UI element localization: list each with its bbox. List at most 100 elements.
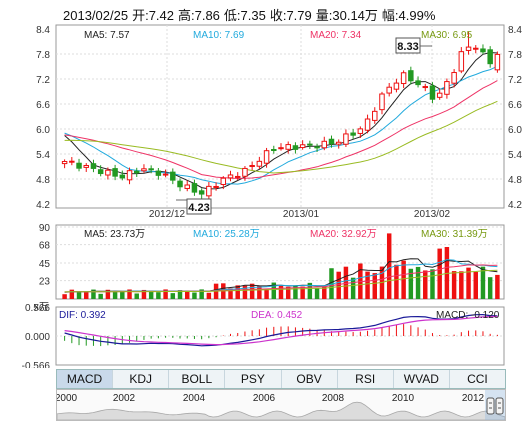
low-marker-box [186,198,212,215]
legend-ma5: MA5: 7.57 [84,30,130,41]
volume-bar [271,282,277,299]
volume-bar [343,266,349,299]
volume-bar [76,291,82,299]
tab-rsi[interactable]: RSI [338,370,394,388]
candle-body [292,145,299,150]
macd-tick: -0.566 [22,361,51,368]
volume-bar [473,271,478,299]
candle-body [400,72,407,85]
candle-body [97,169,104,175]
candle-body [119,174,126,179]
tab-cci[interactable]: CCI [467,372,488,386]
tab-kdj[interactable]: KDJ [113,370,170,388]
volume-bar [206,292,212,299]
volume-bar [300,286,305,299]
quote-high: 高:7.86 [178,8,220,23]
year-2010: 2010 [392,393,415,404]
volume-bar [437,248,442,299]
year-2008: 2008 [322,393,345,404]
quote-date: 2013/02/25 [63,8,129,23]
candle-body [61,161,68,165]
vol-legend-ma5: MA5: 23.73万 [84,229,145,240]
candle-body [220,177,227,185]
timeline-handle-right-grip[interactable] [495,397,504,415]
price-legend: MA5: 7.57 MA10: 7.69 MA20: 7.34 MA30: 6.… [84,30,473,41]
low-marker: 4.23 [176,198,212,215]
volume-bar [401,260,406,299]
candle-body [141,168,147,172]
year-2012: 2012 [462,393,485,404]
volume-bars [62,233,500,299]
volume-bar [350,277,356,299]
volume-tick: 90 [39,223,51,234]
candle-body [465,46,472,51]
tab-macd[interactable]: MACD [57,370,114,388]
volume-bar [91,289,96,299]
price-panel-frame [55,24,505,209]
vol-legend-ma30: MA30: 31.39万 [421,229,488,240]
volume-bar [134,293,139,299]
candle-body [314,146,320,149]
volume-bar [69,289,75,299]
volume-bar [112,290,118,299]
candle-body [444,81,450,95]
candle-body [256,160,263,167]
price-tick-right: 5.4 [508,150,522,161]
legend-ma10: MA10: 7.69 [193,30,245,41]
chart-canvas[interactable]: 4.2 4.8 5.4 6.0 6.6 7.2 7.8 8.4 4.2 4.8 5.4 6.0 6.6… [0,0,527,368]
candle-body [112,168,118,177]
volume-bar [148,290,154,299]
candle-body [271,149,277,152]
macd-lines [64,313,498,347]
candle-body [213,185,219,188]
candle-body [249,165,255,168]
volume-bar [105,289,111,299]
volume-bar [257,285,262,299]
volume-bar [163,289,168,299]
timeline-canvas: 2000 2002 2004 2006 2008 2010 2012 [57,390,505,420]
volume-bar [372,273,378,299]
volume-bar [480,266,486,299]
year-2002: 2002 [113,393,136,404]
volume-bar [62,294,67,299]
price-ma20-line [64,80,498,180]
timeline-handle-left[interactable] [486,397,495,415]
macd-legend-dea: DEA: 0.452 [251,310,303,321]
volume-legend: MA5: 23.73万 MA10: 25.28万 MA20: 32.92万 MA… [84,229,488,240]
price-grid [56,53,504,180]
high-marker: 8.33 [395,37,432,54]
volume-bar [120,291,125,299]
candle-body [278,147,284,150]
tab-boll[interactable]: BOLL [169,370,226,388]
price-tick-right: 6.0 [508,125,522,136]
candle-body [487,49,493,65]
volume-bar [430,269,435,299]
tab-obv[interactable]: OBV [282,370,338,388]
high-marker-label: 8.33 [397,41,418,53]
timeline-handle-left-grip[interactable] [486,397,495,415]
tab-psy[interactable]: PSY [225,370,282,388]
tab-wvad[interactable]: WVAD [394,370,450,388]
volume-bar [423,270,428,299]
year-2000: 2000 [57,393,78,404]
candle-body [263,150,270,164]
timeline-scrubber[interactable]: 2000 2002 2004 2006 2008 2010 2012 [56,389,506,421]
candle-body [408,70,414,82]
volume-bar [285,286,291,299]
volume-ma30-line [64,269,498,293]
candle-body [364,118,371,131]
price-tick-right: 8.4 [508,25,522,36]
volume-bar [293,285,298,299]
volume-bar [386,233,392,299]
volume-bar [307,282,313,299]
candle-body [184,184,190,189]
price-tick-left: 6.6 [36,100,50,111]
low-marker-label: 4.23 [188,202,209,214]
volume-bar [336,271,341,299]
high-marker-box [395,37,421,54]
candle-body [148,168,154,171]
candle-body [436,92,443,98]
timeline-handle-right[interactable] [495,397,504,415]
candle-body [307,143,313,146]
